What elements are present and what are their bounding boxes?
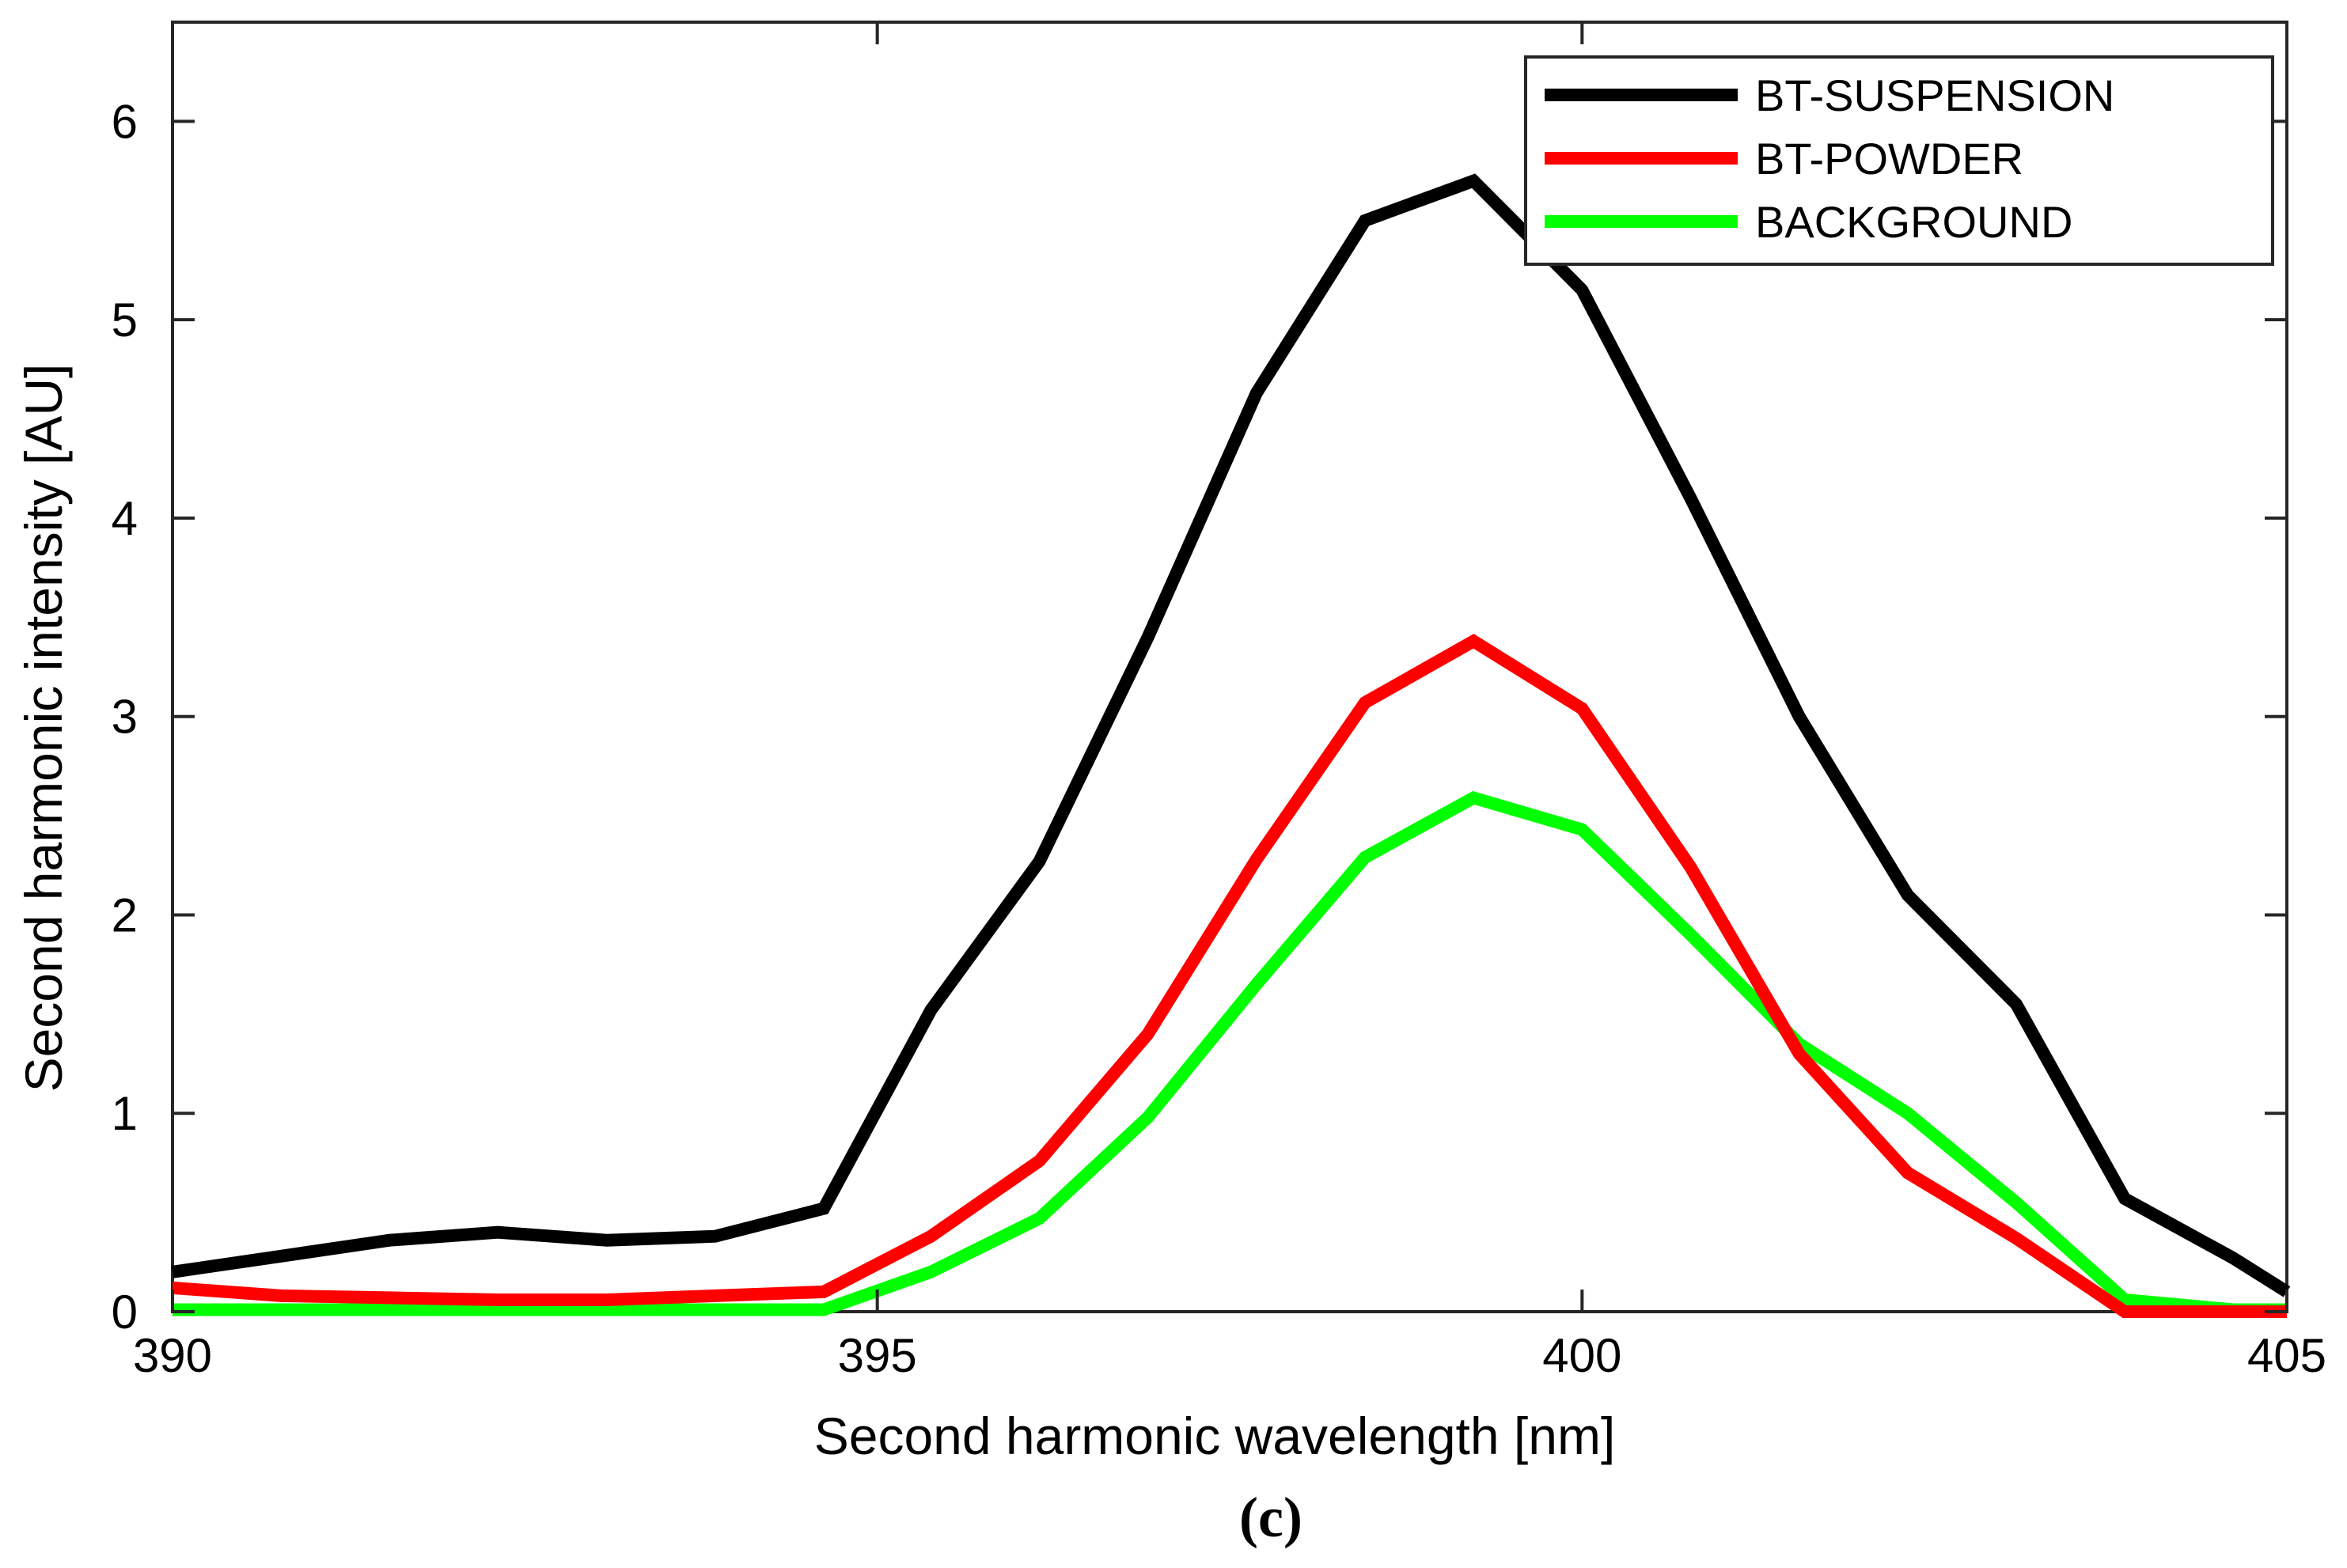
- plot-area: [171, 21, 2288, 1313]
- y-tick-label: 1: [112, 1087, 138, 1140]
- series-line-bt-powder: [172, 634, 2287, 1318]
- x-tick-label: 390: [133, 1329, 212, 1382]
- x-axis-label: Second harmonic wavelength [nm]: [814, 1407, 1616, 1465]
- legend-label: BT-SUSPENSION: [1755, 70, 2114, 120]
- figure-caption: (c): [1239, 1486, 1302, 1549]
- axis-ticks: 390 395 400 405 0 1 2 3 4 5 6: [112, 22, 2326, 1382]
- y-tick-label: 3: [112, 691, 138, 744]
- x-tick-label: 395: [838, 1329, 917, 1382]
- y-tick-label: 5: [112, 294, 138, 347]
- y-axis-label: Second harmonic intensity [AU]: [14, 364, 73, 1093]
- series-line-background: [173, 790, 2287, 1316]
- x-tick-label: 405: [2247, 1329, 2326, 1382]
- plot-frame: [171, 21, 2288, 1313]
- y-tick-label: 2: [112, 888, 138, 941]
- y-tick-label: 6: [112, 95, 138, 148]
- legend-label: BT-POWDER: [1755, 134, 2023, 184]
- y-tick-label: 4: [112, 492, 138, 545]
- series-layer: [171, 173, 2291, 1318]
- series-line-bt-suspension: [171, 173, 2291, 1297]
- legend-label: BACKGROUND: [1755, 197, 2072, 247]
- legend: BT-SUSPENSION BT-POWDER BACKGROUND: [1524, 55, 2274, 266]
- y-tick-label: 0: [112, 1286, 138, 1339]
- x-tick-label: 400: [1542, 1329, 1621, 1382]
